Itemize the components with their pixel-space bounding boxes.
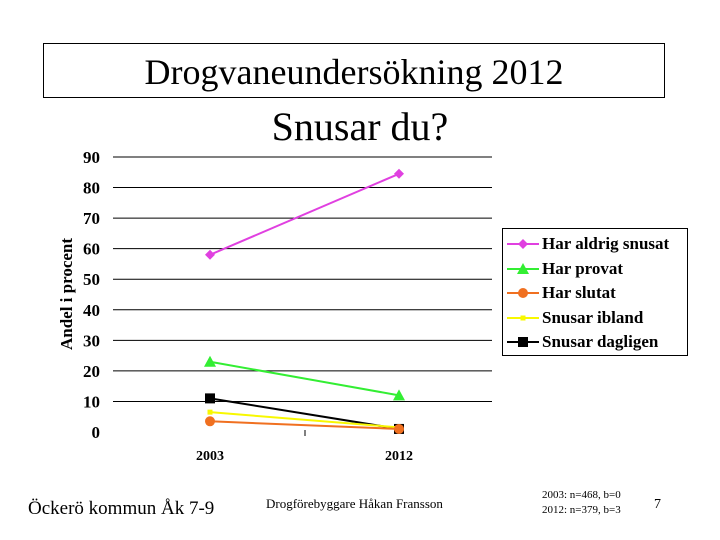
series-har-provat [204, 355, 405, 401]
chart-legend: Har aldrig snusat Har provat Har slutat Snu… [502, 228, 688, 356]
legend-marker-har-aldrig-snusat [518, 239, 528, 249]
footer-note-2003: 2003: n=468, b=0 [542, 489, 621, 501]
legend-marker-snusar-dagligen [518, 337, 528, 347]
footer-note-2012: 2012: n=379, b=3 [542, 504, 621, 516]
legend-marker-har-slutat [518, 288, 528, 298]
data-point-har-slutat-2003 [205, 416, 215, 427]
series-line-har-slutat [209, 420, 400, 430]
legend-label-har-aldrig-snusat: Har aldrig snusat [542, 234, 670, 253]
y-tick-label-90: 90 [83, 148, 100, 167]
legend-label-har-slutat: Har slutat [542, 283, 616, 302]
y-tick-label-60: 60 [83, 240, 100, 259]
legend-item-har-provat: Har provat [503, 257, 623, 281]
data-point-har-slutat-2012 [394, 423, 404, 434]
legend-label-snusar-dagligen: Snusar dagligen [542, 332, 659, 351]
legend-swatch-snusar-ibland [507, 315, 539, 320]
y-tick-label-10: 10 [83, 392, 100, 411]
legend-marker-snusar-ibland [520, 315, 526, 320]
legend-swatch-har-slutat [507, 288, 539, 298]
footer-author: Drogförebyggare Håkan Fransson [266, 496, 443, 511]
legend-label-snusar-ibland: Snusar ibland [542, 307, 644, 327]
y-axis-label: Andel i procent [57, 238, 76, 350]
data-point-snusar-dagligen-2003 [205, 393, 215, 404]
legend-swatch-har-provat [507, 262, 539, 274]
legend-item-har-aldrig-snusat: Har aldrig snusat [503, 232, 669, 256]
y-tick-label-30: 30 [83, 331, 100, 350]
legend-item-har-slutat: Har slutat [503, 281, 616, 305]
y-tick-label-0: 0 [92, 423, 101, 442]
series-har-slutat [205, 416, 404, 434]
data-point-har-provat-2003 [204, 355, 216, 367]
y-tick-label-80: 80 [83, 179, 100, 198]
series-har-aldrig-snusat [205, 168, 404, 260]
data-point-har-provat-2012 [393, 389, 405, 401]
y-tick-label-20: 20 [83, 362, 100, 381]
page-number: 7 [654, 497, 661, 512]
data-point-har-aldrig-snusat-2012 [394, 168, 404, 179]
data-point-har-aldrig-snusat-2003 [205, 249, 215, 260]
x-tick-label-2012: 2012 [385, 449, 413, 464]
footer-school: Öckerö kommun Åk 7-9 [28, 498, 215, 519]
x-tick-label-2003: 2003 [196, 449, 224, 464]
chart-subtitle: Snusar du? [271, 104, 449, 149]
series-line-snusar-ibland [209, 411, 400, 429]
legend-item-snusar-dagligen: Snusar dagligen [503, 330, 658, 354]
title-box: Drogvaneundersökning 2012 [43, 43, 665, 98]
y-tick-label-40: 40 [83, 301, 100, 320]
legend-label-har-provat: Har provat [542, 258, 624, 278]
data-point-snusar-ibland-2003 [207, 409, 213, 415]
legend-marker-har-provat [517, 262, 529, 274]
series-line-har-aldrig-snusat [209, 172, 400, 256]
footer-notes: 2003: n=468, b=0 2012: n=379, b=3 [542, 488, 621, 518]
legend-swatch-har-aldrig-snusat [507, 239, 539, 249]
legend-item-snusar-ibland: Snusar ibland [503, 306, 643, 330]
slide-title: Drogvaneundersökning 2012 [144, 52, 564, 92]
series-line-har-provat [209, 360, 400, 397]
legend-swatch-snusar-dagligen [507, 337, 539, 347]
y-tick-label-50: 50 [83, 270, 100, 289]
series-line-snusar-dagligen [209, 397, 400, 430]
y-tick-label-70: 70 [83, 209, 100, 228]
